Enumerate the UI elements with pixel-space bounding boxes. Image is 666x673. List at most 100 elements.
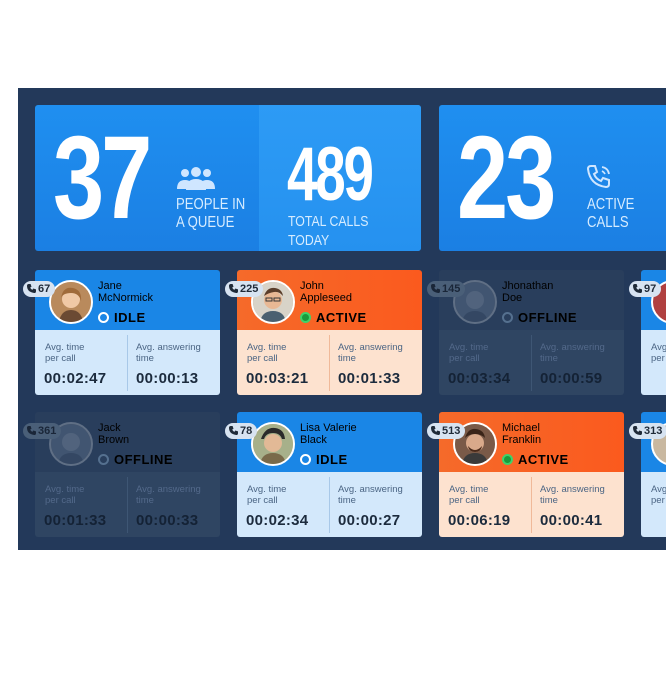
avg-time-value: 00:02:34 [246, 512, 309, 529]
queue-label-line2: A QUEUE [176, 214, 235, 231]
extension-number: 313 [644, 425, 663, 437]
status-text: ACTIVE [518, 452, 569, 467]
extension-badge: 313 [629, 423, 666, 439]
phone-ringing-icon [586, 165, 610, 189]
active-calls-count: 23 [457, 112, 556, 244]
avg-answer-label: Avg. answering [136, 484, 201, 495]
agent-last-name: Franklin [502, 434, 542, 446]
queue-stat-panel: 37 PEOPLE IN A QUEUE 489 TOTAL CALLS TOD… [35, 105, 421, 251]
avg-time-value: 00:06:19 [448, 512, 511, 529]
avg-answer-value: 00:01:33 [338, 370, 401, 387]
people-icon [177, 167, 215, 190]
agent-last-name: Appleseed [300, 292, 352, 304]
avg-answer-value: 00:00:41 [540, 512, 603, 529]
agent-card[interactable]: 513 Michael Franklin ACTIVE Avg. time per … [427, 412, 624, 537]
agent-card[interactable]: 225 John Appleseed ACTIVE Avg. time per ca… [225, 270, 422, 395]
avg-answer-value: 00:00:33 [136, 512, 199, 529]
agent-last-name: Doe [502, 292, 523, 304]
avg-answer-label: Avg. answering [540, 484, 605, 495]
active-calls-label-line1: ACTIVE [587, 196, 635, 213]
extension-number: 145 [442, 283, 461, 295]
avg-time-label: Avg. time [247, 342, 287, 353]
extension-badge: 67 [23, 281, 56, 297]
extension-badge: 145 [427, 281, 466, 297]
avg-answer-label: Avg. answering [338, 342, 403, 353]
avg-time-label: Avg. time [449, 342, 489, 353]
queue-count: 37 [53, 112, 152, 244]
extension-number: 67 [38, 283, 51, 295]
agent-last-name: Brown [98, 434, 130, 446]
agent-first-name: John [300, 280, 324, 292]
status-dot [502, 454, 513, 465]
phone-icon [229, 426, 238, 435]
phone-icon [431, 284, 440, 293]
agent-card[interactable]: 67 Jane McNormick IDLE Avg. time per call … [23, 270, 220, 395]
agent-last-name: McNormick [98, 292, 153, 304]
agent-last-name: Black [300, 434, 327, 446]
agent-first-name: Jhonathan [502, 280, 554, 292]
phone-icon [27, 284, 36, 293]
avg-time-value: 00:03:21 [246, 370, 309, 387]
avg-time-value: 00:02:47 [44, 370, 107, 387]
avg-answer-value: 00:00:59 [540, 370, 603, 387]
status-dot [98, 312, 109, 323]
agent-card[interactable]: 78 Lisa Valerie Black IDLE Avg. time per c… [225, 412, 422, 537]
status-text: OFFLINE [114, 452, 174, 467]
avg-time-label: Avg. time [45, 342, 85, 353]
avg-time-label: Avg. time [449, 484, 489, 495]
extension-badge: 513 [427, 423, 466, 439]
status-dot [502, 312, 513, 323]
dashboard: 37 PEOPLE IN A QUEUE 489 TOTAL CALLS TOD… [18, 88, 666, 550]
agent-card[interactable]: 361 Jack Brown OFFLINE Avg. time per call … [23, 412, 220, 537]
avg-time-label: Avg. time [651, 484, 666, 495]
extension-number: 225 [240, 283, 259, 295]
active-calls-stat-panel: 23 ACTIVE CALLS [439, 105, 666, 251]
status-text: OFFLINE [518, 310, 578, 325]
agent-first-name: Michael [502, 422, 540, 434]
total-calls-subpanel [259, 105, 421, 251]
avatar [251, 280, 295, 324]
status-text: IDLE [114, 310, 146, 325]
status-dot [98, 454, 109, 465]
avg-answer-label: Avg. answering [540, 342, 605, 353]
avg-time-value: 00:01:33 [44, 512, 107, 529]
agent-first-name: Jane [98, 280, 122, 292]
agent-card[interactable]: 145 Jhonathan Doe OFFLINE Avg. time per ca… [427, 270, 624, 395]
avg-answer-label: Avg. answering [338, 484, 403, 495]
avg-answer-value: 00:00:13 [136, 370, 199, 387]
agent-first-name: Lisa Valerie [300, 422, 357, 434]
avatar [49, 422, 93, 466]
phone-icon [633, 426, 642, 435]
extension-badge: 361 [23, 423, 62, 439]
avatar [49, 280, 93, 324]
avg-time-value: 00:03:34 [448, 370, 511, 387]
avatar [251, 422, 295, 466]
queue-label-line1: PEOPLE IN [176, 196, 246, 213]
phone-icon [229, 284, 238, 293]
avg-answer-label: Avg. answering [136, 342, 201, 353]
extension-badge: 78 [225, 423, 258, 439]
total-calls-count: 489 [287, 132, 374, 217]
status-text: ACTIVE [316, 310, 367, 325]
status-text: IDLE [316, 452, 348, 467]
extension-badge: 97 [629, 281, 662, 297]
avg-answer-value: 00:00:27 [338, 512, 401, 529]
total-calls-label: TOTAL CALLS TODAY [288, 213, 369, 249]
avg-time-label: Avg. time [247, 484, 287, 495]
agent-first-name: Jack [98, 422, 121, 434]
status-dot [300, 312, 311, 323]
status-dot [300, 454, 311, 465]
avg-time-label: Avg. time [651, 342, 666, 353]
extension-number: 97 [644, 283, 657, 295]
phone-icon [431, 426, 440, 435]
extension-number: 78 [240, 425, 253, 437]
phone-icon [633, 284, 642, 293]
active-calls-label-line2: CALLS [587, 214, 629, 231]
extension-number: 513 [442, 425, 461, 437]
extension-number: 361 [38, 425, 57, 437]
avg-time-label: Avg. time [45, 484, 85, 495]
extension-badge: 225 [225, 281, 264, 297]
phone-icon [27, 426, 36, 435]
